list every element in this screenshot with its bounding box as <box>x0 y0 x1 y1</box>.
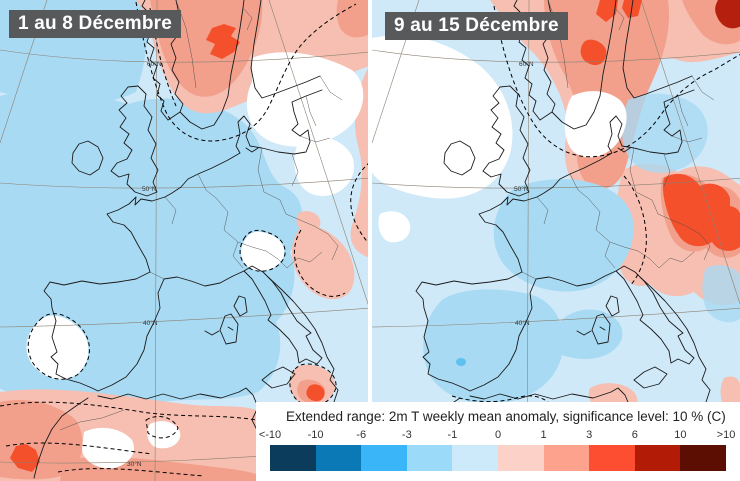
anomaly-region <box>291 225 355 300</box>
colorbar-tick: -1 <box>447 429 458 441</box>
anomaly-region <box>456 358 466 366</box>
colorbar-segment <box>497 445 544 471</box>
anomaly-region <box>702 265 740 323</box>
anomaly-region <box>596 0 618 22</box>
anomaly-region <box>10 444 40 472</box>
nonsignificant-region <box>82 427 134 469</box>
colorbar-tick: -6 <box>356 429 367 441</box>
colorbar-segment <box>634 445 681 471</box>
anomaly-region <box>663 173 740 251</box>
anomaly-regions-week2 <box>372 0 740 478</box>
colorbar-tick: 10 <box>674 429 687 441</box>
colorbar-segment <box>452 445 498 471</box>
anomaly-region <box>206 24 240 59</box>
colorbar-segment <box>589 445 635 471</box>
colorbar-tick: 0 <box>494 429 502 441</box>
panel-title-week1: 1 au 8 Décembre <box>9 10 182 38</box>
nonsignificant-region <box>246 52 364 147</box>
anomaly-region <box>296 211 321 233</box>
colorbar-segment <box>680 445 726 471</box>
nonsignificant-region <box>378 211 411 243</box>
map-week2 <box>372 0 740 481</box>
colorbar-tick: 1 <box>540 429 547 441</box>
colorbar-tick: <-10 <box>258 429 282 441</box>
anomaly-region <box>493 179 634 292</box>
colorbar-tick: -3 <box>401 429 412 441</box>
colorbar-tick: 6 <box>631 429 638 441</box>
nonsignificant-region <box>294 136 354 196</box>
anomaly-region <box>621 93 708 173</box>
colorbar-tick: -10 <box>307 429 324 441</box>
anomaly-region <box>306 384 325 402</box>
colorbar-segment <box>315 445 362 471</box>
legend-panel: Extended range: 2m T weekly mean anomaly… <box>256 402 740 481</box>
nonsignificant-region <box>26 315 89 380</box>
anomaly-region <box>423 289 623 404</box>
significance-contours-week1 <box>0 1 368 477</box>
colorbar-tick: 3 <box>586 429 593 441</box>
anomaly-region <box>580 39 607 66</box>
colorbar-tick: >10 <box>716 429 736 441</box>
anomaly-region <box>336 0 368 38</box>
colorbar-segment <box>406 445 453 471</box>
map-week1: 60°N 50°N 40°N 30°N <box>0 0 368 481</box>
colorbar-segment <box>543 445 590 471</box>
anomaly-regions-week1 <box>0 0 368 481</box>
nonsignificant-region <box>564 91 627 158</box>
colorbar-ticks: <-10 -10 -6 -3 -1 0 1 3 6 10 >10 <box>259 429 736 442</box>
legend-caption: Extended range: 2m T weekly mean anomaly… <box>286 409 726 424</box>
nonsignificant-region <box>372 35 513 199</box>
nonsignificant-region <box>241 231 285 271</box>
anomaly-region <box>350 68 368 258</box>
colorbar-segment <box>270 445 316 471</box>
panel-title-week2: 9 au 15 Décembre <box>385 12 568 40</box>
colorbar-segment <box>361 445 407 471</box>
anomaly-region <box>715 0 740 29</box>
colorbar <box>270 445 726 471</box>
